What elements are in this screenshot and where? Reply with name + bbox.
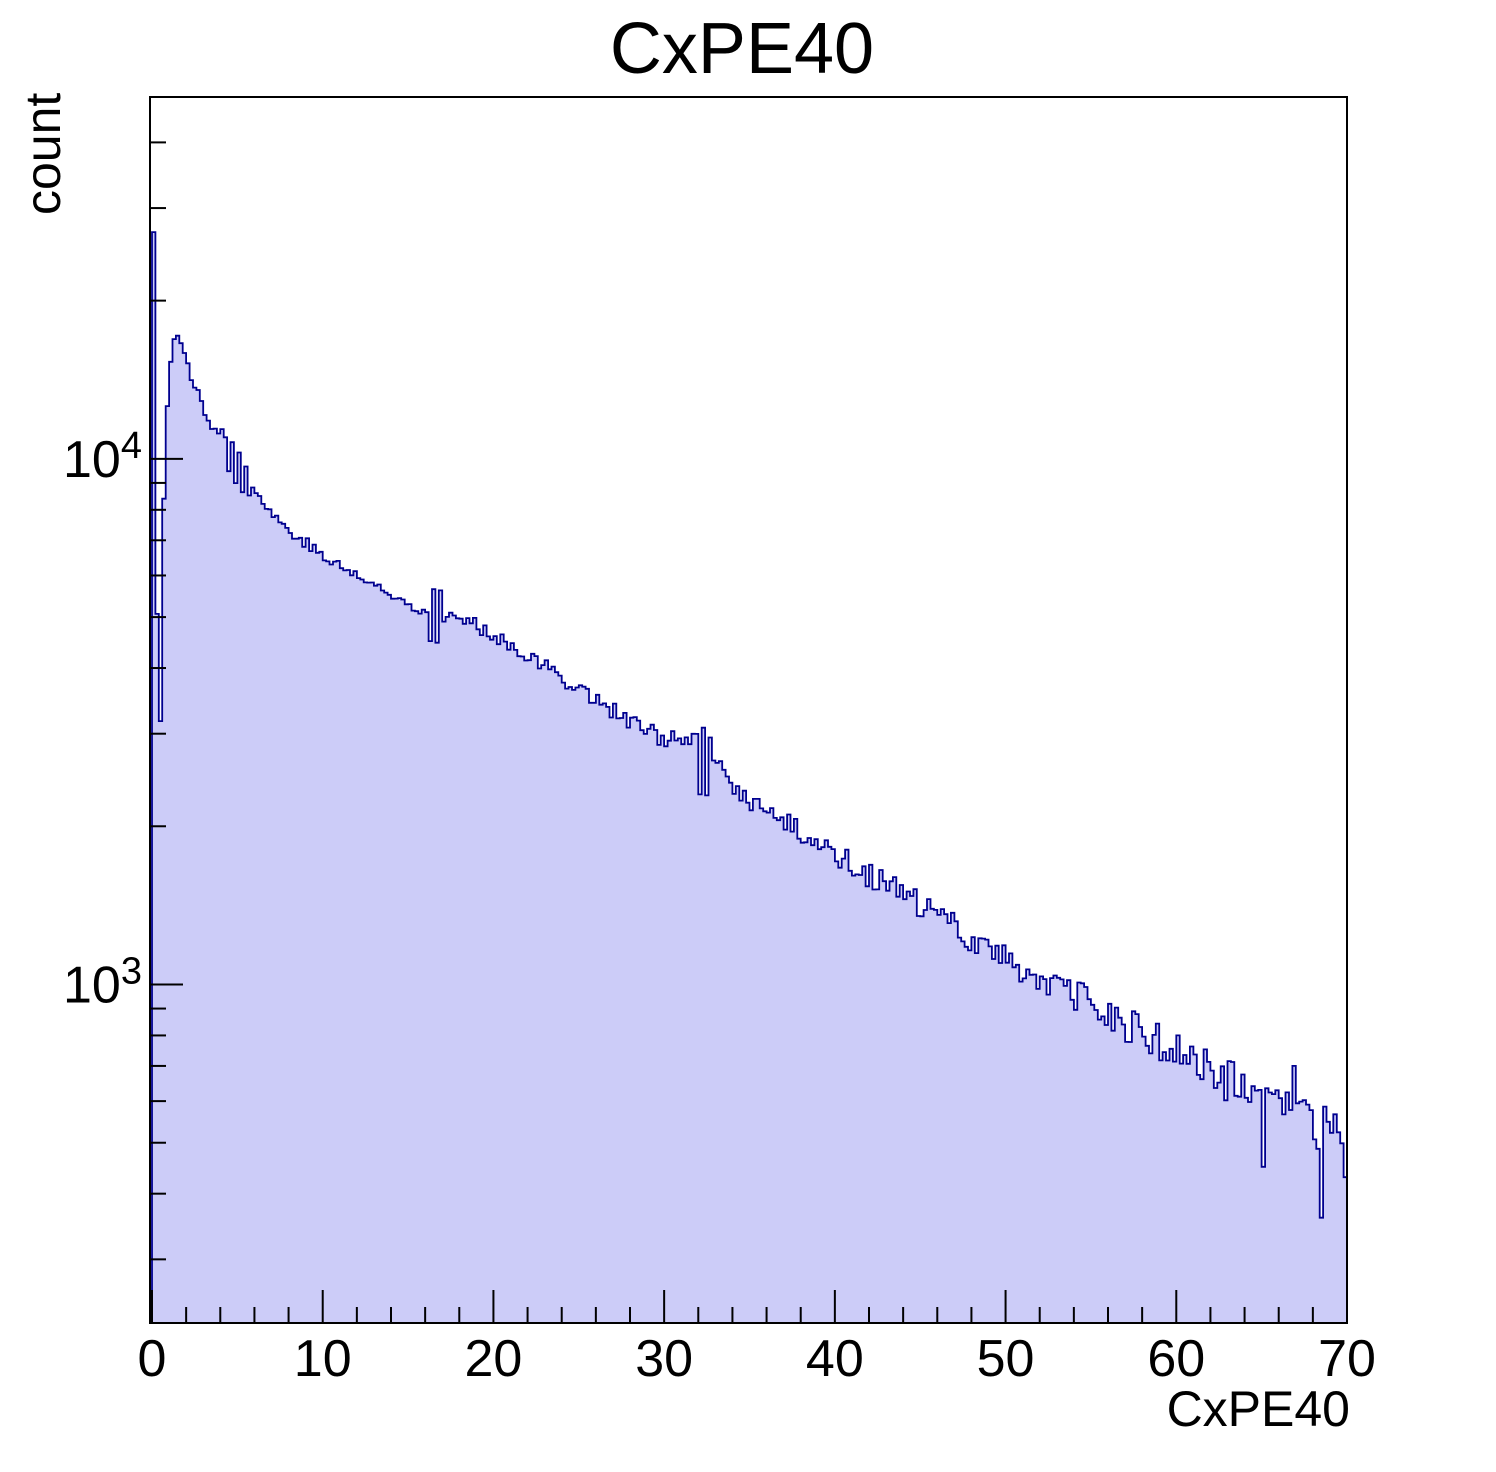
x-tick-label: 30: [635, 1330, 693, 1388]
histogram-outline: [151, 231, 1348, 1323]
x-tick-label: 20: [465, 1330, 523, 1388]
chart-title: CxPE40: [610, 9, 874, 89]
y-tick-label: 104: [63, 425, 142, 489]
histogram-area: [152, 232, 1347, 1324]
x-tick-label: 10: [294, 1330, 352, 1388]
x-tick-label: 0: [138, 1330, 167, 1388]
y-tick-label: 103: [63, 951, 142, 1015]
x-tick-label: 50: [977, 1330, 1035, 1388]
plot-frame: [149, 96, 1348, 1324]
axis-tick-labels: 0 10 20 30 40 50 60 70 103 104: [63, 425, 1376, 1388]
axis-ticks: [150, 141, 1348, 1323]
x-tick-label: 60: [1147, 1330, 1205, 1388]
x-tick-label: 40: [806, 1330, 864, 1388]
y-axis-title: count: [15, 93, 71, 215]
x-axis-title: CxPE40: [1167, 1381, 1350, 1437]
histogram-series: [151, 231, 1348, 1324]
x-tick-label: 70: [1318, 1330, 1376, 1388]
